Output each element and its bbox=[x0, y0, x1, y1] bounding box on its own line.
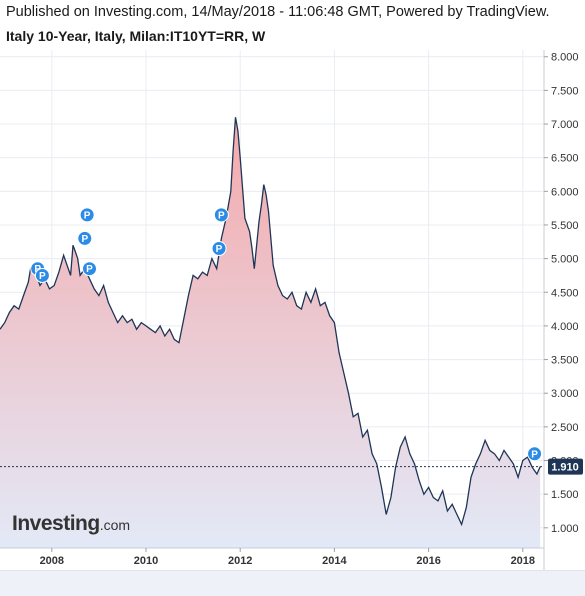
y-tick-label: 3.000 bbox=[551, 388, 579, 400]
y-tick-label: 3.500 bbox=[551, 355, 579, 367]
x-tick-label: 2018 bbox=[511, 555, 535, 567]
y-tick-label: 5.500 bbox=[551, 220, 579, 232]
y-tick-label: 7.000 bbox=[551, 119, 579, 131]
badge-label: P bbox=[39, 271, 46, 282]
last-value-label: 1.910 bbox=[551, 462, 579, 474]
badge-label: P bbox=[81, 234, 88, 245]
badge-label: P bbox=[218, 210, 225, 221]
badge-circle bbox=[34, 267, 50, 283]
published-caption: Published on Investing.com, 14/May/2018 … bbox=[6, 4, 550, 20]
x-tick-label: 2008 bbox=[40, 555, 64, 567]
dividend-badge[interactable]: P bbox=[81, 261, 97, 277]
badge-label: P bbox=[531, 449, 538, 460]
logo-name: Investing bbox=[12, 512, 100, 535]
y-tick-label: 8.000 bbox=[551, 52, 579, 64]
logo-suffix: .com bbox=[99, 517, 131, 533]
y-tick-label: 7.500 bbox=[551, 85, 579, 97]
badge-circle bbox=[81, 261, 97, 277]
dividend-badge[interactable]: P bbox=[77, 230, 93, 246]
y-tick-label: 4.500 bbox=[551, 287, 579, 299]
y-tick-label: 4.000 bbox=[551, 321, 579, 333]
badges: PPPPPPPP bbox=[30, 207, 543, 462]
badge-circle bbox=[211, 241, 227, 257]
y-tick-label: 1.500 bbox=[551, 489, 579, 501]
dividend-badge[interactable]: P bbox=[34, 267, 50, 283]
badge-label: P bbox=[84, 210, 91, 221]
last-value-badge: 1.910 bbox=[548, 458, 583, 475]
badge-label: P bbox=[86, 264, 93, 275]
investing-logo: Investing.com bbox=[12, 512, 130, 536]
badge-circle bbox=[527, 446, 543, 462]
footer-band bbox=[0, 570, 585, 596]
x-tick-label: 2014 bbox=[322, 555, 347, 567]
x-tick-label: 2016 bbox=[416, 555, 440, 567]
y-axis: 1.0001.5002.0002.5003.0003.5004.0004.500… bbox=[544, 52, 579, 535]
y-tick-label: 2.500 bbox=[551, 422, 579, 434]
badge-circle bbox=[213, 207, 229, 223]
badge-circle bbox=[77, 230, 93, 246]
x-tick-label: 2012 bbox=[228, 555, 252, 567]
y-tick-label: 1.000 bbox=[551, 523, 579, 535]
y-tick-label: 6.500 bbox=[551, 153, 579, 165]
x-axis: 2008 2010 2012 2014 2016 2018 bbox=[40, 548, 535, 567]
yield-area bbox=[0, 117, 541, 549]
dividend-badge[interactable]: P bbox=[79, 207, 95, 223]
y-tick-label: 6.000 bbox=[551, 186, 579, 198]
x-tick-label: 2010 bbox=[134, 555, 158, 567]
badge-label: P bbox=[216, 244, 223, 255]
badge-circle bbox=[79, 207, 95, 223]
symbol-title: Italy 10-Year, Italy, Milan:IT10YT=RR, W bbox=[6, 28, 266, 44]
dividend-badge[interactable]: P bbox=[211, 241, 227, 257]
dividend-badge[interactable]: P bbox=[527, 446, 543, 462]
dividend-badge[interactable]: P bbox=[213, 207, 229, 223]
y-tick-label: 5.000 bbox=[551, 254, 579, 266]
